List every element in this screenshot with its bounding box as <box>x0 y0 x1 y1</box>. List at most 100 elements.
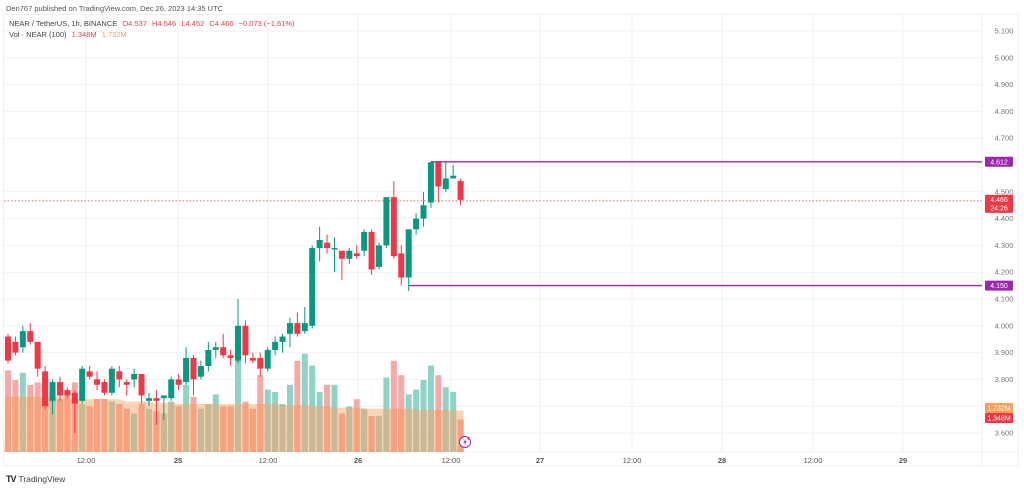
volume-bar-under-ma <box>64 396 71 452</box>
candle-up <box>79 368 86 401</box>
high-value: H4.546 <box>152 19 177 28</box>
price-axis-label: 4.100 <box>995 295 1014 304</box>
candle-up <box>301 323 308 332</box>
volume-bar-under-ma <box>442 410 449 452</box>
price-axis-label: 4.700 <box>995 134 1014 143</box>
time-axis-label: 12:00 <box>259 456 278 465</box>
candle-down <box>94 379 101 385</box>
candle-up <box>197 366 204 377</box>
svg-text:4.150: 4.150 <box>990 283 1008 290</box>
price-axis[interactable]: 5.100 5.000 4.900 4.800 4.700 4.500 4.400 4.300… <box>995 27 1014 438</box>
close-value: C4.466 <box>209 19 234 28</box>
candle-up <box>160 395 167 399</box>
volume-bar-under-ma <box>413 410 420 452</box>
candle-up <box>183 357 190 383</box>
volume-bar-under-ma <box>205 404 212 452</box>
candle-up <box>346 250 353 259</box>
volume-title[interactable]: Vol · NEAR (100) <box>9 30 67 39</box>
volume-bar-under-ma <box>101 399 108 452</box>
volume-bar-under-ma <box>361 408 368 452</box>
volume-bar-under-ma <box>457 419 464 452</box>
volume-bar-under-ma <box>272 404 279 452</box>
candle-down <box>190 357 197 380</box>
volume-bar-under-ma <box>257 404 264 452</box>
time-axis-label: 12:00 <box>804 456 823 465</box>
volume-bar-under-ma <box>324 406 331 452</box>
change-value: −0.073 (−1.61%) <box>238 19 295 28</box>
candle-up <box>361 232 368 251</box>
candle-down <box>175 379 182 385</box>
candle-down <box>138 374 145 396</box>
price-axis-label: 3.900 <box>995 348 1014 357</box>
tradingview-logo-icon: TV <box>6 474 16 484</box>
volume-bar-under-ma <box>27 396 34 452</box>
candle-down <box>249 357 256 361</box>
price-axis-label: 5.100 <box>995 27 1014 36</box>
volume-bar-under-ma <box>383 408 390 452</box>
volume-bar-under-ma <box>338 413 345 452</box>
candle-up <box>205 349 212 366</box>
volume-bar-under-ma <box>286 405 293 452</box>
volume-bar-under-ma <box>309 406 316 452</box>
replay-lightning-icon[interactable] <box>459 436 471 448</box>
candle-down <box>116 371 123 380</box>
price-axis-label: 3.600 <box>995 429 1014 438</box>
symbol-legend-row: NEAR / TetherUS, 1h, BINANCE O4.537 H4.5… <box>9 18 295 29</box>
volume-bar-under-ma <box>212 404 219 452</box>
candle-up <box>235 325 242 361</box>
volume-bar-under-ma <box>79 404 86 452</box>
volume-bar <box>235 346 242 452</box>
candle-up <box>168 379 175 399</box>
price-axis-label: 4.000 <box>995 321 1014 330</box>
candle-down <box>457 181 464 200</box>
price-badge <box>985 194 1013 213</box>
volume-bar-under-ma <box>153 411 160 452</box>
candle-down <box>12 341 19 353</box>
candle-down <box>353 253 360 257</box>
svg-text:4.466: 4.466 <box>990 197 1008 204</box>
volume-bar-under-ma <box>175 406 182 452</box>
candle-down <box>86 371 93 377</box>
price-axis-label: 4.200 <box>995 268 1014 277</box>
price-badge <box>985 156 1013 167</box>
volume-bar-under-ma <box>183 404 190 452</box>
time-axis[interactable]: 12:00 25 12:00 26 12:00 27 12:00 28 12:00 29 <box>77 456 908 465</box>
price-axis-label: 3.800 <box>995 375 1014 384</box>
brand-name[interactable]: TradingView <box>18 474 66 484</box>
price-badge <box>985 280 1013 291</box>
price-axis-label: 4.900 <box>995 80 1014 89</box>
candle-down <box>101 382 108 393</box>
candle-down <box>27 331 34 342</box>
candle-up <box>413 218 420 230</box>
svg-text:24:26: 24:26 <box>990 205 1008 212</box>
candle-down <box>227 355 234 358</box>
price-badge <box>985 403 1013 413</box>
volume-bar-under-ma <box>86 406 93 452</box>
svg-text:4.612: 4.612 <box>990 159 1008 166</box>
candle-down <box>64 390 71 396</box>
price-badge <box>985 413 1013 423</box>
candle-down <box>42 371 49 407</box>
horizontal-levels[interactable] <box>4 161 982 287</box>
volume-bar-under-ma <box>435 410 442 452</box>
candle-up <box>442 178 449 190</box>
volume-bar-under-ma <box>131 413 138 452</box>
candle-up <box>427 162 434 203</box>
price-axis-label: 4.500 <box>995 187 1014 196</box>
volume-bar-under-ma <box>264 404 271 452</box>
time-axis-label: 29 <box>899 456 907 465</box>
candle-down <box>71 392 78 404</box>
candle-up <box>376 245 382 267</box>
candle-down <box>257 357 264 369</box>
candle-down <box>153 398 160 401</box>
candle-down <box>390 197 397 257</box>
symbol-title[interactable]: NEAR / TetherUS, 1h, BINANCE <box>9 19 118 28</box>
candlesticks <box>5 162 464 433</box>
volume-legend-row: Vol · NEAR (100) 1.348M 1.732M <box>9 29 295 40</box>
candle-down <box>294 323 301 334</box>
low-value: L4.452 <box>181 19 205 28</box>
volume-bar-under-ma <box>145 408 152 452</box>
volume-bar-under-ma <box>420 410 427 452</box>
